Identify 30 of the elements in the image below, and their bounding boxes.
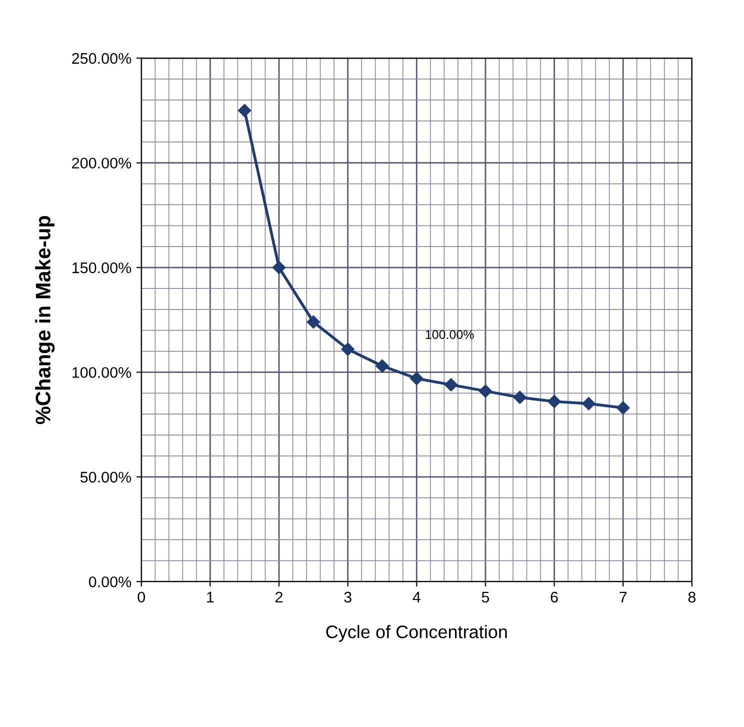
x-tick-label: 7 bbox=[620, 592, 627, 602]
point bbox=[410, 372, 424, 386]
point bbox=[238, 104, 252, 118]
point bbox=[306, 315, 320, 329]
point bbox=[513, 390, 526, 404]
x-axis-title: Cycle of Concentration bbox=[326, 625, 507, 642]
point bbox=[376, 359, 389, 373]
x-tick-label: 3 bbox=[344, 592, 352, 603]
point bbox=[444, 378, 458, 392]
x-tick-label: 0 bbox=[138, 592, 146, 603]
point bbox=[341, 342, 354, 356]
point bbox=[272, 260, 286, 274]
x-tick-label: 5 bbox=[482, 592, 490, 603]
point bbox=[548, 394, 561, 408]
y-axis-title: %Change in Make-up bbox=[35, 216, 55, 424]
x-tick-label: 8 bbox=[688, 592, 696, 603]
y-tick-label: 50.00% bbox=[80, 472, 132, 483]
point bbox=[478, 384, 492, 398]
x-tick-label: 2 bbox=[276, 592, 282, 602]
y-tick-label: 100.00% bbox=[72, 367, 132, 378]
x-tick-label: 6 bbox=[550, 592, 558, 603]
x-tick-label: 4 bbox=[412, 592, 420, 602]
annotation: 100.00% bbox=[426, 330, 474, 339]
point bbox=[616, 401, 630, 414]
x-tick-label: 1 bbox=[207, 592, 214, 602]
y-tick-label: 200.00% bbox=[72, 158, 132, 169]
y-tick-label: 150.00% bbox=[72, 262, 132, 274]
y-tick-label: 0.00% bbox=[88, 576, 132, 588]
point bbox=[582, 397, 596, 410]
y-tick-label: 250.00% bbox=[72, 53, 132, 64]
